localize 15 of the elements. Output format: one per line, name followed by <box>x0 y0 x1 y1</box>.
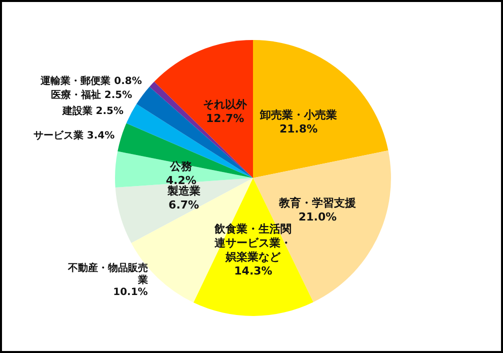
data-label: 21.8% <box>279 122 318 136</box>
slice-label: 建設業 2.5% <box>61 105 124 118</box>
data-label: 10.1% <box>113 287 148 298</box>
data-label: 21.0% <box>298 210 337 224</box>
slice-label: サービス業 3.4% <box>33 129 115 142</box>
slice-label: 医療・福祉 2.5% <box>50 88 132 101</box>
slice-label: 教育・学習支援 <box>278 196 356 210</box>
slice-label: 運輸業・郵便業 0.8% <box>40 74 142 87</box>
slice-label: それ以外 <box>203 98 248 112</box>
data-label: 14.3% <box>234 264 272 278</box>
slice-label: 不動産・物品販売業 <box>66 262 148 286</box>
slice-label: 卸売業・小売業 <box>259 108 338 122</box>
data-label: 6.7% <box>168 198 200 212</box>
data-label: 12.7% <box>206 112 244 126</box>
slice-label: 製造業 <box>166 184 200 198</box>
